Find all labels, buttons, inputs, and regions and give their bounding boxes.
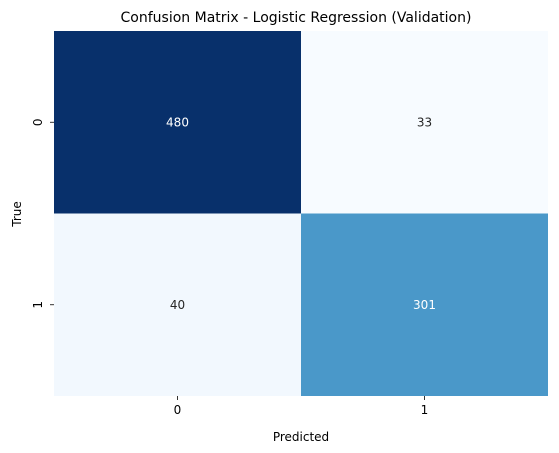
heatmap-cell-1-1 (301, 213, 548, 396)
x-axis-label: Predicted (273, 430, 329, 444)
y-tick-label-1: 1 (31, 301, 45, 309)
x-tick-label-1: 1 (421, 403, 429, 417)
cell-value-0-1: 33 (417, 115, 432, 129)
heatmap-cell-1-0 (54, 213, 301, 396)
heatmap-cell-0-1 (301, 31, 548, 214)
chart-title: Confusion Matrix - Logistic Regression (… (121, 10, 472, 26)
cell-annotations: 480 33 40 301 (166, 115, 436, 312)
x-tick-label-0: 0 (174, 403, 182, 417)
heatmap-cells (54, 31, 548, 396)
cell-value-1-0: 40 (170, 298, 185, 312)
heatmap-cell-0-0 (54, 31, 301, 214)
y-axis-ticks: 01 (31, 118, 54, 309)
cell-value-0-0: 480 (166, 115, 189, 129)
cell-value-1-1: 301 (413, 298, 436, 312)
y-axis-label: True (10, 201, 24, 228)
y-tick-label-0: 0 (31, 118, 45, 126)
